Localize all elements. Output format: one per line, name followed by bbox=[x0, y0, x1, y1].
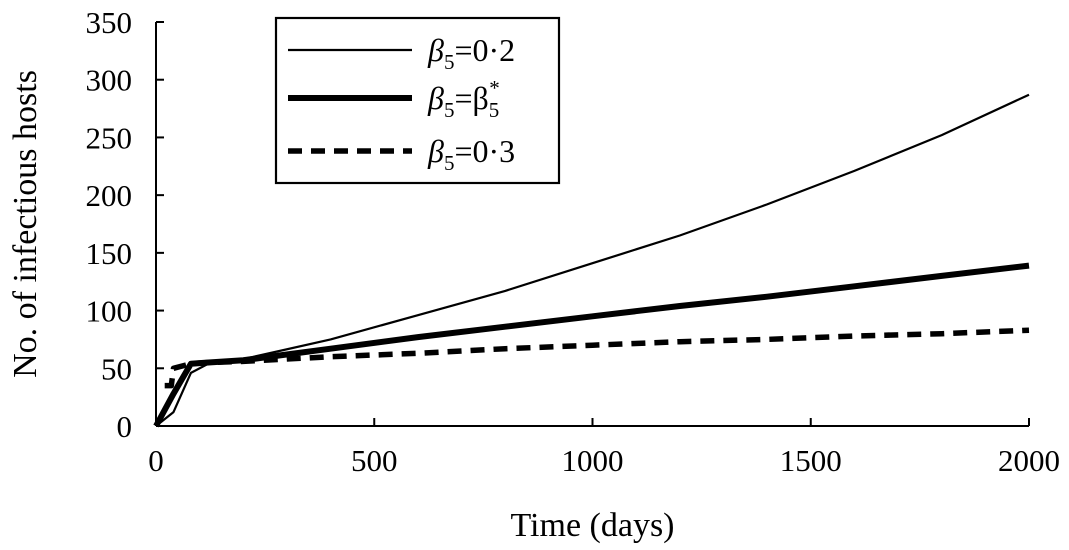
x-axis-title: Time (days) bbox=[510, 507, 674, 544]
y-tick-label: 100 bbox=[86, 294, 133, 329]
tick-labels: 0 50 100 150 200 250 300 350 0 500 1000 1500 2000 bbox=[86, 5, 1061, 478]
series-layer bbox=[153, 93, 1030, 428]
x-tick-label: 2000 bbox=[998, 443, 1060, 478]
y-tick-label: 0 bbox=[117, 409, 133, 444]
legend-label-2: β5=β5* bbox=[427, 76, 500, 122]
y-tick-label: 150 bbox=[86, 236, 133, 271]
x-tick-label: 0 bbox=[148, 443, 164, 478]
series-line-1 bbox=[155, 93, 1030, 427]
y-tick-label: 300 bbox=[86, 63, 133, 98]
x-tick-label: 1000 bbox=[562, 443, 624, 478]
legend-label-3: β5=0·3 bbox=[427, 133, 515, 175]
y-tick-label: 200 bbox=[86, 178, 133, 213]
y-tick-label: 50 bbox=[101, 351, 132, 386]
series-line-2 bbox=[153, 262, 1030, 428]
x-tick-label: 1500 bbox=[780, 443, 842, 478]
x-tick-label: 500 bbox=[351, 443, 398, 478]
series-line-3 bbox=[164, 327, 1030, 389]
y-tick-label: 250 bbox=[86, 120, 133, 155]
y-axis-title: No. of infectious hosts bbox=[7, 70, 44, 378]
y-tick-label: 350 bbox=[86, 5, 133, 40]
legend-label-1: β5=0·2 bbox=[427, 32, 515, 74]
legend: β5=0·2β5=β5* β5=0·3 bbox=[274, 16, 561, 185]
